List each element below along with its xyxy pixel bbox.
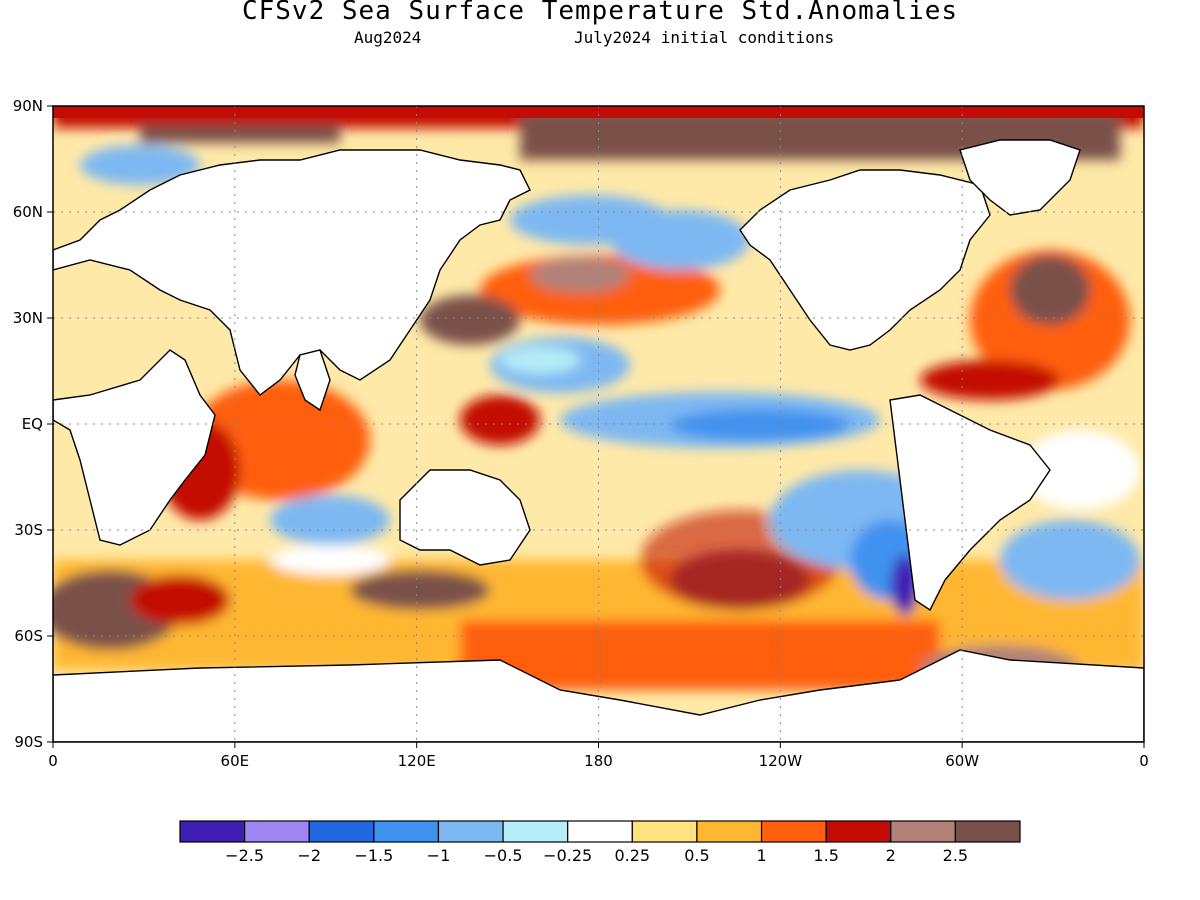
colorbar-swatch	[244, 820, 310, 843]
colorbar-label: 1	[756, 846, 766, 865]
lat-label: 90N	[13, 97, 43, 115]
lon-label: 60E	[221, 752, 250, 770]
lat-label: 30N	[13, 309, 43, 327]
lat-label: 90S	[14, 733, 43, 751]
lon-label: 180	[584, 752, 613, 770]
colorbar-swatch	[567, 820, 633, 843]
colorbar-swatch	[760, 820, 827, 843]
colorbar-label: −1.5	[354, 846, 393, 865]
colorbar-label: −1	[427, 846, 451, 865]
eurasia-land	[53, 149, 531, 396]
colorbar-label: −0.5	[484, 846, 523, 865]
map-title: CFSv2 Sea Surface Temperature Std.Anomal…	[241, 0, 959, 26]
lat-label: 60N	[13, 203, 43, 221]
antarctica-land	[53, 649, 1144, 742]
lon-label: 120E	[398, 752, 436, 770]
lon-label: 120W	[759, 752, 803, 770]
longitude-labels: 0 60E 120E 180 120W 60W 0	[48, 742, 1149, 770]
africa-land	[53, 349, 216, 546]
colorbar-swatch	[308, 820, 375, 843]
colorbar-swatch	[890, 820, 956, 843]
latitude-labels: 90N 60N 30N EQ 30S 60S 90S	[13, 97, 53, 751]
landmasses	[53, 139, 1144, 742]
forecast-month: Aug2024	[354, 28, 422, 47]
australia-land	[399, 469, 531, 566]
colorbar-swatch	[502, 820, 569, 843]
colorbar-swatch	[437, 820, 504, 843]
colorbar-swatch	[825, 820, 892, 843]
colorbar-label: 0.25	[614, 846, 650, 865]
north-america-land	[739, 169, 991, 351]
colorbar-label: 2	[886, 846, 896, 865]
colorbar-label: 0.5	[684, 846, 709, 865]
colorbar-label: −2.5	[225, 846, 264, 865]
lat-label: EQ	[22, 415, 43, 433]
map-gridlines	[53, 106, 1144, 742]
colorbar-label: 2.5	[943, 846, 968, 865]
lon-label: 60W	[945, 752, 979, 770]
colorbar-label: −0.25	[543, 846, 592, 865]
colorbar-swatch	[179, 820, 246, 843]
initial-conditions-label: July2024 initial conditions	[574, 28, 835, 47]
colorbar: −2.5 −2 −1.5 −1 −0.5 −0.25 0.25 0.5 1 1.5 2 2.5	[179, 820, 1021, 865]
colorbar-swatch	[631, 820, 698, 843]
colorbar-label: 1.5	[813, 846, 838, 865]
colorbar-swatch	[696, 820, 763, 843]
colorbar-swatch	[954, 820, 1021, 843]
colorbar-swatch	[373, 820, 440, 843]
south-america-land	[889, 394, 1051, 612]
india-peninsula-land	[294, 349, 331, 412]
greenland-land	[959, 139, 1081, 216]
colorbar-label: −2	[297, 846, 321, 865]
lon-label: 0	[48, 752, 58, 770]
lon-label: 0	[1139, 752, 1149, 770]
lat-label: 30S	[14, 521, 43, 539]
arctic-band	[53, 106, 1144, 118]
lat-label: 60S	[14, 627, 43, 645]
